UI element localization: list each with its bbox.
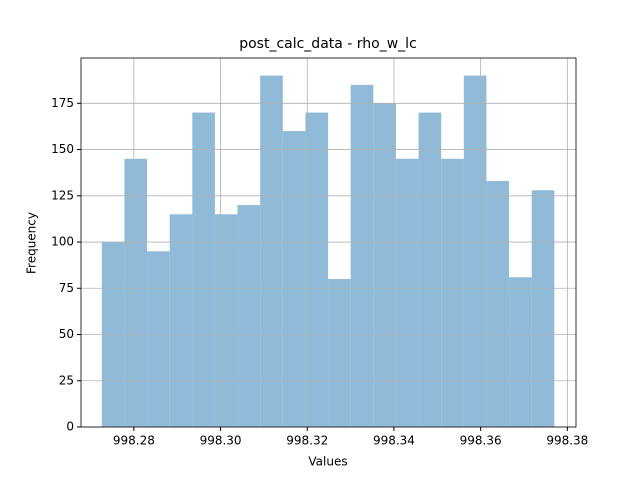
x-tick-label: 998.38 [546,434,588,448]
x-tick-label: 998.30 [200,434,242,448]
bar [486,181,510,427]
bar [441,158,464,427]
bar [509,277,532,427]
plot-frame [80,57,577,428]
y-tick-label: 25 [59,373,74,387]
y-tick-label: 75 [59,281,74,295]
bar [350,84,374,427]
bar [305,112,329,428]
y-tick-label: 150 [51,142,74,156]
y-axis-label: Frequency [25,212,39,274]
chart-title: post_calc_data - rho_w_lc [239,36,417,52]
x-tick-label: 998.28 [113,434,155,448]
bar [282,131,306,427]
bar [237,205,261,427]
bar [328,279,351,427]
y-tick-label: 175 [51,96,74,110]
x-axis-label: Values [308,455,347,469]
bar [169,214,193,427]
bar [463,75,487,428]
bar [214,214,238,427]
bar [395,158,419,427]
y-tick-label: 100 [51,235,74,249]
x-tick-label: 998.34 [373,434,415,448]
bar [260,75,283,428]
bar [418,112,442,428]
y-tick-label: 125 [51,188,74,202]
bar [147,251,170,427]
y-tick-label: 0 [66,420,74,434]
bar [373,103,396,427]
x-tick-label: 998.36 [460,434,502,448]
y-tick-label: 50 [59,327,74,341]
bar [192,112,215,428]
x-tick-label: 998.32 [286,434,328,448]
bar [531,190,555,427]
bar [124,158,148,427]
